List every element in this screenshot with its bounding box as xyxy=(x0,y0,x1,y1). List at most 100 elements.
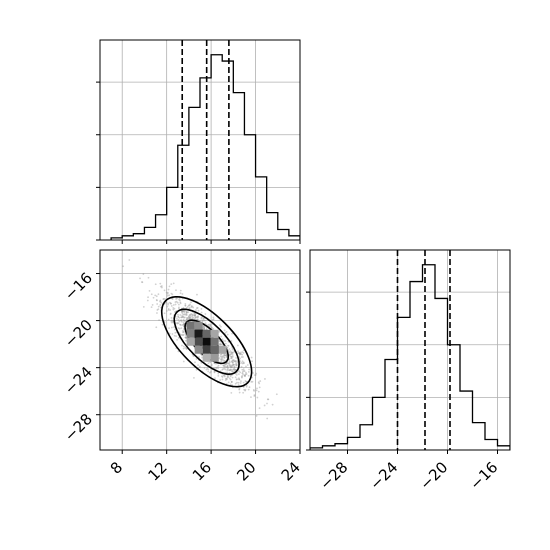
scatter-point xyxy=(230,369,233,371)
scatter-point xyxy=(244,375,246,378)
scatter-point xyxy=(180,319,183,322)
scatter-point xyxy=(227,362,230,365)
scatter-point xyxy=(190,313,193,315)
scatter-point xyxy=(227,362,230,365)
scatter-point xyxy=(233,369,236,372)
scatter-point xyxy=(238,387,241,390)
scatter-point xyxy=(188,307,191,309)
scatter-point xyxy=(229,375,232,378)
scatter-point xyxy=(222,364,225,367)
scatter-point xyxy=(226,368,229,371)
scatter-point xyxy=(175,298,177,300)
scatter-point xyxy=(207,368,210,371)
scatter-point xyxy=(166,291,169,294)
scatter-point xyxy=(230,357,232,360)
scatter-point xyxy=(180,316,183,319)
scatter-point xyxy=(186,316,188,319)
scatter-point xyxy=(223,365,226,368)
scatter-point xyxy=(184,334,187,337)
scatter-point xyxy=(223,364,226,367)
scatter-point xyxy=(226,365,229,368)
scatter-point xyxy=(235,374,238,376)
scatter-point xyxy=(243,374,246,377)
scatter-point xyxy=(224,332,227,334)
scatter-point xyxy=(230,340,233,342)
scatter-point xyxy=(240,353,243,355)
scatter-point xyxy=(167,307,170,310)
scatter-point xyxy=(224,379,227,381)
scatter-point xyxy=(226,365,229,368)
scatter-point xyxy=(199,319,202,322)
scatter-point xyxy=(175,335,178,338)
scatter-point xyxy=(146,299,149,302)
scatter-point xyxy=(178,327,181,330)
scatter-point xyxy=(213,370,216,373)
scatter-point xyxy=(193,312,196,315)
scatter-point xyxy=(236,360,239,362)
scatter-point xyxy=(182,360,185,363)
scatter-point xyxy=(213,370,216,373)
scatter-point xyxy=(190,301,192,304)
scatter-point xyxy=(191,317,194,320)
scatter-point xyxy=(159,299,162,302)
scatter-point xyxy=(184,339,187,342)
scatter-point xyxy=(151,304,154,306)
scatter-point xyxy=(194,316,197,319)
scatter-point xyxy=(212,318,215,321)
scatter-point xyxy=(182,310,185,313)
scatter-point xyxy=(190,306,193,309)
histogram-y-grid xyxy=(310,250,510,451)
scatter-point xyxy=(160,301,163,304)
scatter-point xyxy=(271,403,274,406)
scatter-point xyxy=(222,355,224,357)
scatter-point xyxy=(233,366,236,369)
scatter-point xyxy=(258,386,261,389)
scatter-point xyxy=(178,307,180,310)
scatter-point xyxy=(204,319,206,322)
scatter-point xyxy=(266,417,269,420)
scatter-point xyxy=(189,314,192,317)
scatter-point xyxy=(251,360,253,363)
scatter-point xyxy=(169,313,172,316)
scatter-point xyxy=(228,351,231,354)
scatter-point xyxy=(256,387,258,390)
scatter-point xyxy=(170,320,173,322)
scatter-point xyxy=(230,365,232,367)
scatter-point xyxy=(245,373,248,375)
scatter-point xyxy=(227,366,230,369)
scatter-point xyxy=(241,351,244,353)
scatter-point xyxy=(141,281,144,284)
scatter-point xyxy=(243,388,246,391)
scatter-point xyxy=(252,372,254,374)
scatter-point xyxy=(243,362,245,365)
scatter-point xyxy=(155,299,158,301)
scatter-point xyxy=(172,320,174,323)
scatter-point xyxy=(150,306,153,309)
scatter-point xyxy=(188,316,191,319)
scatter-point xyxy=(258,407,261,410)
scatter-point xyxy=(238,373,240,376)
scatter-point xyxy=(226,355,228,358)
scatter-point xyxy=(245,384,248,387)
scatter-point xyxy=(223,375,226,378)
scatter-point xyxy=(169,302,172,305)
scatter-point xyxy=(188,314,191,316)
scatter-point xyxy=(251,380,254,383)
histogram-y-x-tick-label: −16 xyxy=(466,458,501,493)
density-2d-y-ticks: −16 −20 −24 −28 xyxy=(61,269,100,445)
scatter-point xyxy=(220,335,223,338)
scatter-point xyxy=(167,303,169,306)
scatter-point xyxy=(220,343,223,346)
scatter-point xyxy=(179,323,181,326)
scatter-point xyxy=(177,336,180,339)
scatter-point xyxy=(177,313,179,316)
scatter-point xyxy=(186,317,189,319)
density-2d-y-tick-label: −20 xyxy=(61,316,96,351)
scatter-point xyxy=(183,316,185,319)
scatter-point xyxy=(232,363,235,366)
scatter-point xyxy=(213,362,216,365)
scatter-point xyxy=(181,314,184,317)
scatter-point xyxy=(187,315,190,318)
scatter-point xyxy=(193,314,195,316)
scatter-point xyxy=(147,276,150,279)
